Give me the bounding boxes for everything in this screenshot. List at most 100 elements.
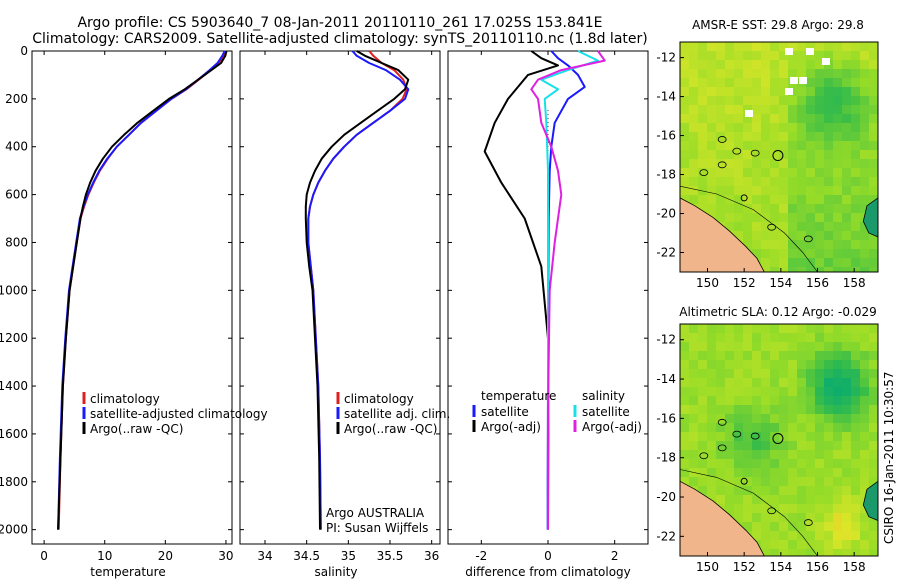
map-cell	[788, 333, 798, 343]
missing-data-cell	[799, 77, 807, 84]
map-cell	[779, 114, 789, 124]
x-tick-label: 2	[611, 549, 619, 563]
map-cell	[806, 42, 816, 52]
map-cell	[806, 351, 816, 361]
map-cell	[833, 78, 843, 88]
map-cell	[815, 132, 825, 142]
map-cell	[779, 378, 789, 388]
map-cell	[842, 459, 852, 469]
legend-label-climatology: climatology	[90, 392, 160, 406]
map-cell	[680, 432, 690, 442]
map-cell	[851, 222, 861, 232]
map-cell	[752, 432, 762, 442]
reef-outline	[750, 432, 760, 440]
buoy-marker	[740, 194, 748, 202]
salinity-xlabel: salinity	[314, 565, 357, 579]
map-cell	[752, 105, 762, 115]
map-cell	[752, 378, 762, 388]
map-cell	[788, 168, 798, 178]
map-cell	[824, 150, 834, 160]
map-cell	[833, 60, 843, 70]
x-tick-label: 30	[218, 549, 233, 563]
map-cell	[860, 114, 870, 124]
missing-data-cell	[806, 48, 814, 55]
series-line	[530, 50, 606, 530]
map-cell	[869, 105, 878, 115]
map-cell	[833, 531, 843, 541]
argo-position-marker	[772, 150, 784, 162]
map-cell	[698, 414, 708, 424]
map-cell	[770, 540, 780, 550]
map-y-tick-label: -20	[656, 490, 676, 504]
map-cell	[752, 240, 762, 250]
map-cell	[779, 222, 789, 232]
map-cell	[716, 141, 726, 151]
map-cell	[743, 495, 753, 505]
map-cell	[833, 177, 843, 187]
map-cell	[797, 222, 807, 232]
depth-tick-label: 1600	[0, 427, 28, 441]
map-cell	[824, 522, 834, 532]
map-cell	[833, 504, 843, 514]
map-cell	[779, 522, 789, 532]
map-cell	[860, 141, 870, 151]
map-y-tick-label: -18	[656, 168, 676, 182]
map-cell	[698, 369, 708, 379]
map-cell	[815, 504, 825, 514]
map-cell	[707, 360, 717, 370]
map-cell	[860, 342, 870, 352]
map-cell	[842, 468, 852, 478]
map-cell	[851, 87, 861, 97]
map-cell	[716, 324, 726, 334]
map-cell	[698, 60, 708, 70]
map-cell	[716, 396, 726, 406]
map-cell	[761, 531, 771, 541]
map-cell	[860, 432, 870, 442]
map-cell	[761, 468, 771, 478]
map-cell	[779, 150, 789, 160]
map-cell	[860, 60, 870, 70]
map-cell	[824, 213, 834, 223]
map-cell	[743, 324, 753, 334]
map-cell	[725, 222, 735, 232]
map-cell	[806, 414, 816, 424]
map-cell	[797, 333, 807, 343]
map-cell	[833, 486, 843, 496]
map-cell	[806, 231, 816, 241]
map-cell	[743, 450, 753, 460]
map-cell	[743, 360, 753, 370]
map-cell	[788, 369, 798, 379]
map-cell	[806, 486, 816, 496]
map-cell	[770, 177, 780, 187]
series-line	[57, 50, 228, 530]
map-cell	[797, 186, 807, 196]
map-cell	[734, 150, 744, 160]
map-cell	[752, 186, 762, 196]
map-cell	[824, 267, 834, 272]
map-y-tick-label: -22	[656, 246, 676, 260]
map-cell	[824, 369, 834, 379]
map-cell	[689, 159, 699, 169]
map-cell	[689, 141, 699, 151]
figure-title-line2: Climatology: CARS2009. Satellite-adjuste…	[32, 31, 647, 47]
map-cell	[788, 504, 798, 514]
map-cell	[761, 96, 771, 106]
map-cell	[689, 42, 699, 52]
map-cell	[788, 51, 798, 61]
missing-data-cell	[785, 48, 793, 55]
map-cell	[815, 96, 825, 106]
map-cell	[797, 423, 807, 433]
map-cell	[869, 342, 878, 352]
map-cell	[860, 414, 870, 424]
map-cell	[707, 114, 717, 124]
map-cell	[716, 78, 726, 88]
map-cell	[770, 378, 780, 388]
map-cell	[734, 87, 744, 97]
map-cell	[752, 231, 762, 241]
map-x-tick-label: 150	[696, 276, 719, 290]
map-cell	[779, 204, 789, 214]
map-cell	[761, 60, 771, 70]
map-cell	[743, 150, 753, 160]
map-cell	[833, 549, 843, 556]
map-cell	[725, 459, 735, 469]
